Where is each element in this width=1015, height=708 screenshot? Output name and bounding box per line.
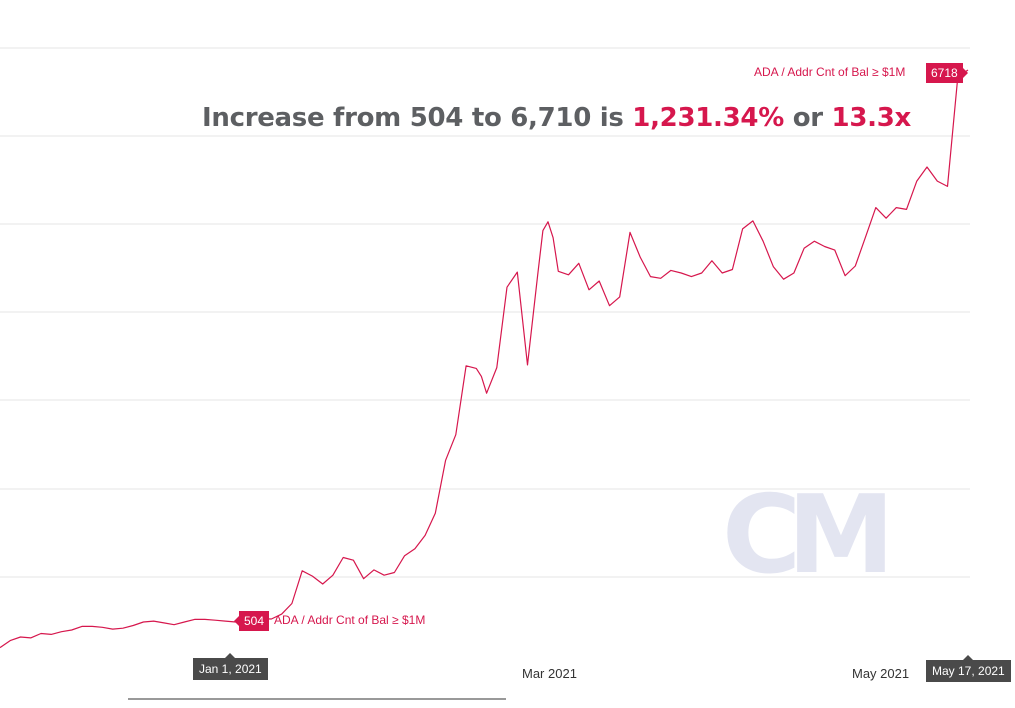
end-date-tooltip: May 17, 2021	[926, 655, 1011, 682]
start-date-tooltip: Jan 1, 2021	[193, 653, 268, 680]
end-value-tag: 6718	[926, 63, 968, 83]
headline-percent: 1,231.34%	[632, 103, 784, 133]
start-series-label: ADA / Addr Cnt of Bal ≥ $1M	[274, 613, 426, 627]
series-line-ada-addr-cnt	[0, 69, 969, 649]
headline-middle: or	[783, 103, 832, 133]
x-tick-mar-2021: Mar 2021	[522, 666, 577, 681]
cm-watermark-logo: CM	[722, 473, 895, 598]
gridlines	[0, 47, 970, 578]
end-series-label: ADA / Addr Cnt of Bal ≥ $1M	[754, 65, 906, 79]
headline-prefix: Increase from 504 to 6,710 is	[202, 103, 633, 133]
start-value-tag: 504	[233, 611, 270, 631]
x-tick-may-2021: May 2021	[852, 666, 910, 681]
headline-multiple: 13.3x	[831, 103, 912, 133]
chart-headline: Increase from 504 to 6,710 is 1,231.34% …	[202, 103, 911, 133]
